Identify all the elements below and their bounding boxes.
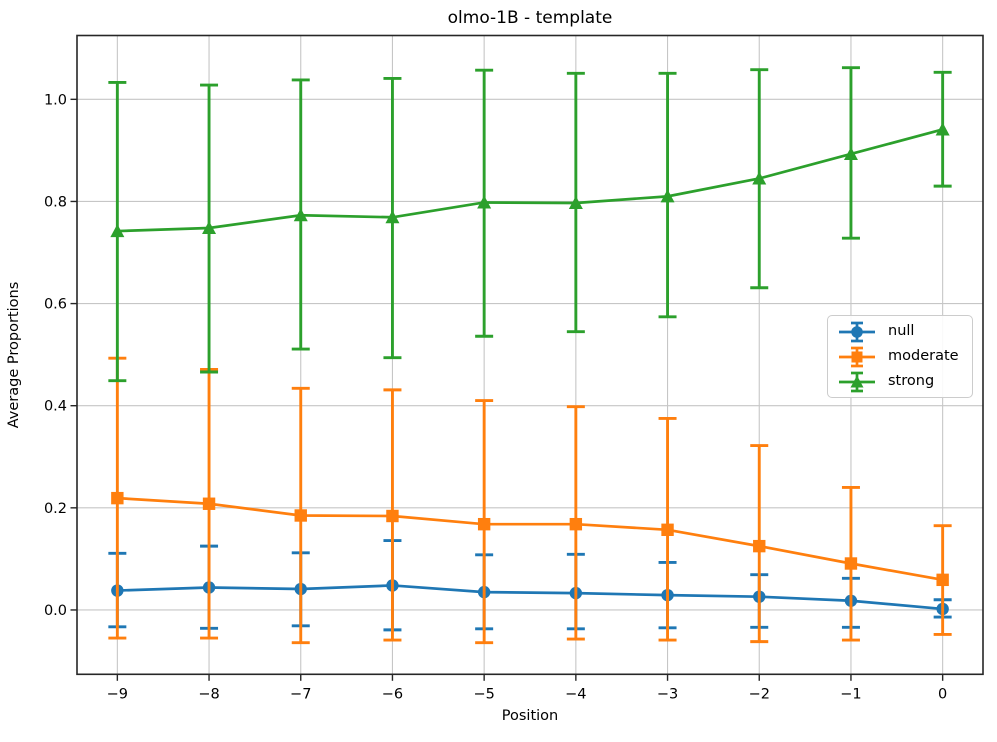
x-tick-label: −2 (749, 686, 770, 702)
legend-square-marker-icon (839, 346, 875, 367)
strong-marker (293, 208, 308, 222)
chart-title: olmo-1B - template (447, 8, 613, 28)
y-axis-label: Average Proportions (6, 281, 22, 429)
strong-marker (477, 195, 492, 209)
legend-glyph-part (851, 325, 863, 338)
moderate-marker (844, 557, 858, 570)
legend-item-moderate: moderate (836, 345, 964, 369)
legend-label-moderate: moderate (888, 348, 959, 365)
x-tick-label: −5 (473, 686, 494, 702)
moderate-line (117, 496, 943, 582)
legend-glyph-part (851, 351, 863, 362)
strong-marker (385, 210, 400, 224)
legend-item-strong: strong (836, 370, 964, 394)
legend-glyph-part (850, 375, 864, 387)
legend-item-null: null (836, 320, 964, 344)
y-tick-label: 0.4 (44, 399, 67, 415)
y-tick-label: 0.2 (44, 501, 67, 517)
x-tick-label: −6 (382, 686, 403, 702)
moderate-marker (569, 517, 583, 531)
moderate-marker (202, 497, 216, 510)
y-tick-label: 0.6 (44, 297, 67, 313)
x-tick-label: −9 (107, 686, 128, 702)
moderate-marker (111, 491, 124, 505)
y-tick-label: 1.0 (44, 92, 67, 108)
legend-label-null: null (888, 323, 915, 340)
x-axis-label: Position (501, 708, 559, 724)
legend: null moderate strong (827, 315, 973, 398)
y-tick-label: 0.0 (44, 603, 67, 619)
x-tick-label: −1 (840, 686, 861, 702)
legend-circle-marker-icon (839, 321, 875, 342)
strong-marker (752, 171, 767, 185)
legend-label-strong: strong (888, 373, 935, 390)
strong-marker (568, 195, 583, 209)
strong-line (117, 128, 944, 233)
x-tick-label: −8 (198, 686, 219, 702)
strong-marker (202, 221, 217, 235)
strong-marker (935, 122, 950, 136)
x-tick-label: 0 (938, 686, 947, 702)
moderate-marker (386, 509, 399, 523)
legend-triangle-marker-icon (839, 371, 875, 392)
strong-marker (660, 189, 675, 203)
moderate-marker (753, 539, 766, 553)
moderate-marker (294, 509, 307, 522)
strong-marker (110, 224, 125, 238)
y-tick-label: 0.8 (44, 194, 67, 210)
x-tick-label: −3 (657, 686, 678, 702)
x-tick-label: −7 (290, 686, 311, 702)
axes-spines (76, 34, 984, 676)
null-line (117, 584, 943, 611)
x-tick-label: −4 (565, 686, 586, 702)
moderate-marker (936, 573, 949, 587)
moderate-marker (477, 517, 491, 531)
moderate-marker (661, 523, 674, 536)
strong-marker (843, 146, 858, 160)
